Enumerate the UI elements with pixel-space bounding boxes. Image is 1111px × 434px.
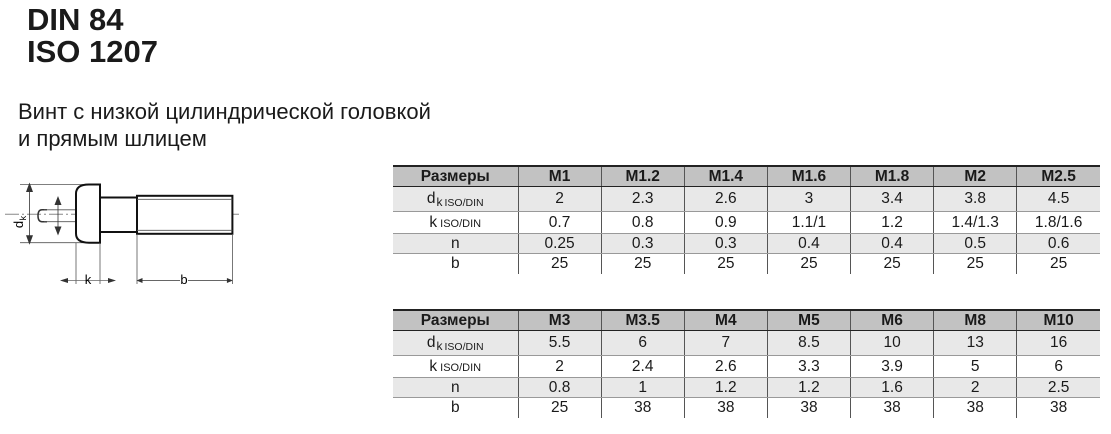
svg-text:k: k xyxy=(85,272,92,287)
svg-text:dk: dk xyxy=(11,215,28,228)
svg-text:b: b xyxy=(180,272,187,287)
